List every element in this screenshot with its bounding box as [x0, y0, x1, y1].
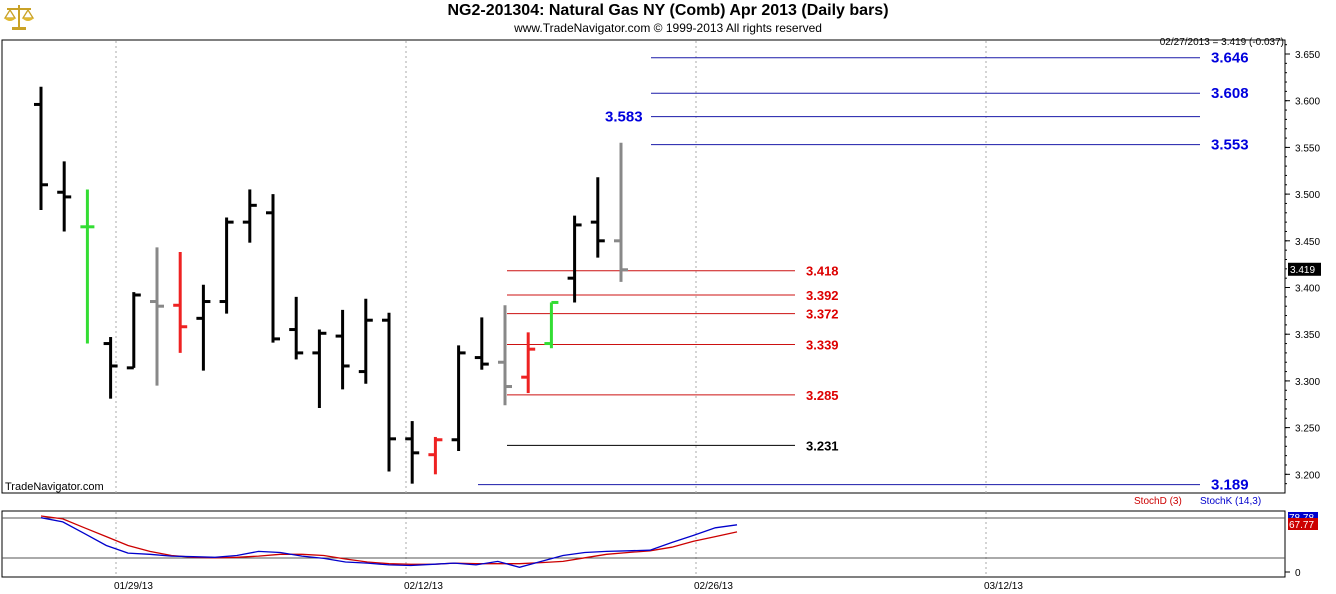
- level-label: 3.339: [806, 337, 839, 352]
- ohlc-bar: [382, 312, 396, 472]
- stoch-panel: [1, 510, 1286, 578]
- ohlc-bar: [103, 337, 118, 399]
- ohlc-bar: [567, 215, 582, 303]
- price-tick-label: 3.600: [1295, 97, 1320, 108]
- price-tick-label: 3.400: [1295, 284, 1320, 295]
- level-label: 3.553: [1211, 137, 1249, 154]
- ohlc-bar: [358, 298, 373, 384]
- price-tick-label: 3.200: [1295, 470, 1320, 481]
- ohlc-bar: [544, 300, 559, 349]
- price-tick-label: 3.550: [1295, 143, 1320, 154]
- stochk-value-box: [1288, 512, 1318, 523]
- ohlc-bar: [614, 142, 628, 282]
- ohlc-bar: [242, 189, 257, 243]
- legend-stochk: StochK (14,3): [1200, 496, 1262, 507]
- ohlc-bar: [34, 86, 48, 210]
- date-tick-label: 02/12/13: [404, 581, 443, 592]
- date-tick-label: 02/26/13: [694, 581, 733, 592]
- ohlc-bar: [196, 284, 211, 371]
- level-label: 3.392: [806, 288, 839, 303]
- stochd-value-label: 67.77: [1289, 520, 1314, 531]
- scales-icon: [2, 2, 36, 32]
- price-tick-label: 3.650: [1295, 50, 1320, 61]
- stoch-tick-label: 0: [1295, 568, 1301, 579]
- ohlc-bar: [474, 317, 489, 370]
- price-tick-label: 3.300: [1295, 377, 1320, 388]
- level-label: 3.418: [806, 264, 839, 279]
- ohlc-bar: [521, 332, 536, 394]
- level-label: 3.608: [1211, 85, 1249, 102]
- ohlc-bar: [173, 252, 188, 353]
- ohlc-bar: [289, 296, 304, 360]
- chart-subtitle: www.TradeNavigator.com © 1999-2013 All r…: [514, 21, 822, 35]
- ohlc-bar: [498, 305, 512, 406]
- price-tick-label: 3.250: [1295, 424, 1320, 435]
- ohlc-bar: [590, 177, 605, 258]
- last-price-box: [1288, 262, 1321, 276]
- ohlc-bar: [312, 329, 327, 409]
- price-tick-label: 3.500: [1295, 190, 1320, 201]
- watermark: TradeNavigator.com: [5, 481, 104, 493]
- legend-stochd: StochD (3): [1134, 496, 1182, 507]
- price-tick-label: 3.350: [1295, 330, 1320, 341]
- last-price-label: 3.419: [1290, 265, 1315, 276]
- level-label: 3.646: [1211, 50, 1249, 67]
- stochk-line: [40, 517, 738, 568]
- level-label: 3.285: [806, 388, 839, 403]
- ohlc-bar: [428, 436, 443, 475]
- ohlc-bar: [150, 247, 164, 386]
- ohlc-bar: [80, 189, 95, 344]
- ohlc-bar: [57, 161, 72, 232]
- level-label: 3.372: [806, 307, 839, 322]
- price-tick-label: 3.450: [1295, 237, 1320, 248]
- ohlc-bar: [219, 217, 234, 314]
- date-tick-label: 03/12/13: [984, 581, 1023, 592]
- stochd-value-box: [1288, 518, 1318, 530]
- date-tick-label: 01/29/13: [114, 581, 153, 592]
- ohlc-bar: [405, 421, 420, 484]
- ohlc-bar: [451, 345, 466, 451]
- level-label: 3.189: [1211, 477, 1249, 494]
- price-panel: [1, 39, 1286, 494]
- level-label: 3.231: [806, 438, 839, 453]
- ohlc-bar: [335, 309, 350, 390]
- ohlc-bar: [126, 292, 141, 370]
- stochd-line: [40, 515, 738, 565]
- ohlc-bar: [266, 194, 280, 343]
- price-readout: 02/27/2013 = 3.419 (-0.037): [1159, 37, 1284, 48]
- chart-title: NG2-201304: Natural Gas NY (Comb) Apr 20…: [447, 2, 889, 19]
- level-label: 3.583: [605, 109, 643, 126]
